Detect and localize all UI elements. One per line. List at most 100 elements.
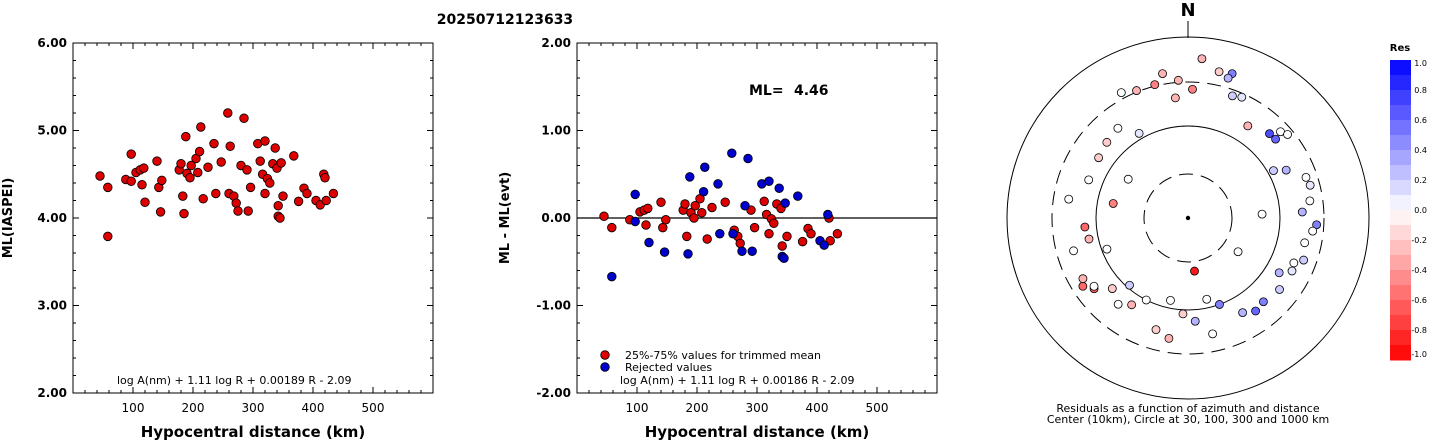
- x-tick-label: 400: [302, 401, 325, 415]
- colorbar-cell: [1390, 345, 1411, 361]
- epicenter-dot: [1185, 215, 1191, 221]
- colorbar-tick-label: -0.4: [1411, 266, 1427, 275]
- data-point: [735, 238, 745, 249]
- station-marker: [1308, 226, 1318, 236]
- colorbar-tick-label: 0.6: [1414, 116, 1427, 125]
- station-marker: [1125, 280, 1134, 290]
- data-point: [747, 246, 757, 256]
- data-point: [157, 175, 167, 186]
- station-marker: [1305, 180, 1315, 190]
- station-marker: [1123, 174, 1133, 184]
- data-point: [276, 158, 286, 168]
- data-point: [823, 209, 833, 220]
- data-point: [193, 167, 203, 178]
- legend-marker-trimmed: [600, 350, 610, 360]
- data-point: [302, 188, 312, 199]
- data-point: [196, 122, 206, 132]
- station-marker: [1173, 75, 1183, 85]
- data-point: [275, 213, 285, 223]
- colorbar-cell: [1390, 255, 1411, 271]
- data-point: [656, 197, 666, 207]
- data-point: [727, 148, 737, 158]
- map-caption-line2: Center (10km), Circle at 30, 100, 300 an…: [1047, 413, 1329, 426]
- data-point: [242, 165, 252, 175]
- data-point: [777, 241, 787, 251]
- data-point: [713, 179, 723, 189]
- station-marker: [1289, 258, 1299, 268]
- colorbar-cell: [1390, 300, 1411, 316]
- station-marker: [1223, 73, 1233, 83]
- colorbar-cell: [1390, 315, 1411, 331]
- data-point: [186, 160, 196, 171]
- station-marker: [1170, 93, 1180, 103]
- station-marker: [1116, 88, 1126, 97]
- station-marker: [1113, 299, 1123, 309]
- ring-1000km: [1006, 36, 1370, 400]
- data-point: [749, 222, 760, 233]
- station-marker: [1238, 308, 1248, 318]
- station-marker: [1283, 130, 1292, 139]
- station-marker: [1197, 54, 1207, 64]
- data-point: [265, 178, 275, 188]
- data-point: [203, 162, 213, 172]
- data-point: [641, 220, 651, 230]
- formula-label: log A(nm) + 1.11 log R + 0.00186 R - 2.0…: [620, 374, 854, 387]
- north-label: N: [1180, 0, 1195, 21]
- station-marker: [1102, 244, 1112, 254]
- data-point: [178, 191, 188, 201]
- station-marker: [1281, 165, 1291, 175]
- plot-frame: [72, 42, 434, 394]
- x-tick-label: 100: [122, 401, 145, 415]
- colorbar-cell: [1390, 75, 1411, 91]
- station-marker: [1274, 268, 1284, 278]
- station-marker: [1069, 246, 1078, 256]
- data-point: [137, 180, 147, 190]
- data-point: [155, 207, 166, 217]
- y-tick-label: 2.00: [541, 36, 571, 50]
- ml-label: ML=: [749, 83, 784, 99]
- x-tick-label: 500: [362, 401, 385, 415]
- colorbar-tick-label: 1.0: [1414, 59, 1427, 68]
- y-tick-label: 0.00: [541, 211, 571, 225]
- data-point: [782, 231, 792, 242]
- y-axis-label: ML - ML(evt): [498, 172, 513, 264]
- data-point: [630, 189, 640, 200]
- panel-ml-residual: 100 200 300 400 500 -2.00 -1.00 0.00 1.00 2.00 ML…: [498, 36, 938, 441]
- legend-label-rejected: Rejected values: [625, 361, 712, 374]
- data-point: [780, 198, 790, 208]
- data-point: [769, 218, 779, 228]
- data-point: [209, 138, 219, 149]
- data-point: [181, 131, 191, 142]
- x-tick-label: 400: [806, 401, 829, 415]
- ml-value: 4.46: [794, 83, 829, 99]
- data-point: [103, 182, 113, 193]
- data-point: [321, 195, 331, 206]
- data-point: [599, 211, 609, 221]
- data-point: [697, 208, 707, 218]
- data-point: [198, 194, 208, 204]
- colorbar-cell: [1390, 90, 1411, 106]
- data-point: [797, 236, 808, 247]
- x-tick-label: 200: [182, 401, 205, 415]
- data-point: [806, 229, 816, 239]
- residual-colorbar: Res 1.0 0.8 0.6 0.4 0.2 0.0 -0.2 -0.4 -0.6 -0.8 -1…: [1390, 43, 1427, 361]
- station-marker: [1265, 129, 1274, 139]
- station-marker: [1107, 284, 1117, 293]
- data-point: [270, 143, 280, 153]
- station-marker: [1064, 194, 1074, 204]
- station-marker: [1094, 153, 1104, 163]
- data-point: [658, 222, 668, 233]
- colorbar-cell: [1390, 225, 1411, 241]
- colorbar-tick-label: 0.2: [1414, 176, 1427, 185]
- colorbar-tick-label: 0.8: [1414, 86, 1427, 95]
- data-point: [243, 206, 253, 216]
- station-marker: [1299, 255, 1309, 265]
- y-tick-label: 2.00: [37, 386, 67, 400]
- station-marker: [1301, 172, 1311, 182]
- data-point: [320, 173, 330, 183]
- station-marker: [1078, 281, 1088, 291]
- ring-30km: [1143, 173, 1233, 263]
- data-point: [720, 197, 730, 207]
- station-marker: [1305, 196, 1315, 206]
